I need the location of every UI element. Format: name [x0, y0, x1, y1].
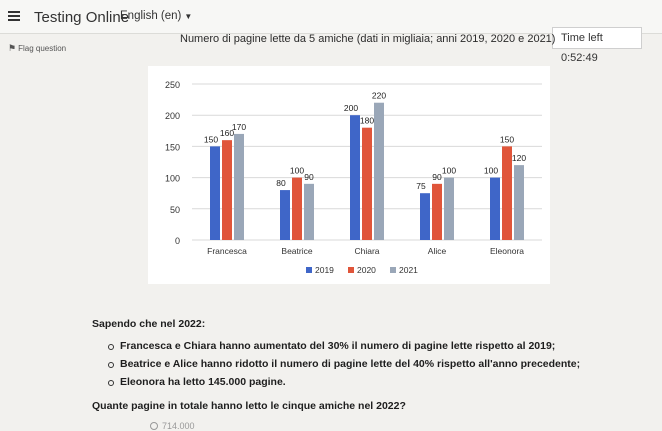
data-label: 150 — [500, 134, 514, 144]
x-tick-label: Eleonora — [490, 246, 524, 256]
x-tick-label: Francesca — [207, 246, 247, 256]
statement-list: Francesca e Chiara hanno aumentato del 3… — [102, 340, 652, 388]
legend-swatch — [348, 267, 354, 273]
data-label: 160 — [220, 128, 234, 138]
timer: Time left 0:52:49 — [552, 27, 642, 64]
legend-label: 2021 — [399, 265, 418, 275]
statement-item: Francesca e Chiara hanno aumentato del 3… — [102, 340, 652, 352]
bar — [222, 140, 232, 240]
legend-swatch — [306, 267, 312, 273]
data-label: 100 — [484, 166, 498, 176]
data-label: 150 — [204, 134, 218, 144]
flag-question-label: Flag question — [18, 44, 67, 53]
answer-option-label: 714.000 — [162, 421, 195, 431]
bar — [420, 193, 430, 240]
legend-swatch — [390, 267, 396, 273]
hamburger-menu-icon[interactable] — [8, 11, 20, 21]
legend-label: 2019 — [315, 265, 334, 275]
y-tick-label: 200 — [165, 111, 180, 121]
bar — [292, 177, 302, 240]
top-bar: Testing Online English (en) ▼ — [0, 0, 662, 34]
question-prompt: Quante pagine in totale hanno letto le c… — [92, 400, 406, 412]
flag-question-link[interactable]: ⚑ Flag question — [8, 43, 66, 54]
bar — [374, 102, 384, 240]
bar — [280, 190, 290, 240]
y-tick-label: 50 — [170, 205, 180, 215]
data-label: 80 — [276, 178, 286, 188]
x-tick-label: Beatrice — [281, 246, 312, 256]
bar — [210, 146, 220, 240]
language-label: English (en) — [120, 10, 182, 22]
y-tick-label: 250 — [165, 80, 180, 90]
data-label: 120 — [512, 153, 526, 163]
bar — [304, 183, 314, 240]
flag-icon: ⚑ — [8, 43, 17, 53]
bar-chart: 050100150200250150160170Francesca8010090… — [148, 66, 550, 284]
bar — [490, 177, 500, 240]
statement-item: Beatrice e Alice hanno ridotto il numero… — [102, 358, 652, 370]
x-tick-label: Chiara — [354, 246, 379, 256]
data-label: 90 — [432, 172, 442, 182]
bar — [234, 133, 244, 240]
bar — [362, 127, 372, 240]
legend-label: 2020 — [357, 265, 376, 275]
bar — [350, 115, 360, 240]
data-label: 170 — [232, 122, 246, 132]
data-label: 220 — [372, 91, 386, 101]
bar — [444, 177, 454, 240]
data-label: 100 — [442, 166, 456, 176]
data-label: 75 — [416, 181, 426, 191]
chart-panel: Numero di pagine lette da 5 amiche (dati… — [92, 30, 556, 300]
y-tick-label: 0 — [175, 236, 180, 246]
data-label: 90 — [304, 172, 314, 182]
y-tick-label: 150 — [165, 142, 180, 152]
bar — [432, 183, 442, 240]
language-selector[interactable]: English (en) ▼ — [120, 10, 192, 22]
bar — [502, 146, 512, 240]
caret-down-icon: ▼ — [184, 12, 193, 21]
chart-title: Numero di pagine lette da 5 amiche (dati… — [180, 33, 556, 45]
data-label: 200 — [344, 103, 358, 113]
x-tick-label: Alice — [428, 246, 447, 256]
radio-button[interactable] — [150, 422, 158, 430]
y-tick-label: 100 — [165, 174, 180, 184]
statement-intro: Sapendo che nel 2022: — [92, 318, 206, 330]
statement-item: Eleonora ha letto 145.000 pagine. — [102, 376, 652, 388]
answer-option[interactable]: 714.000 — [150, 421, 195, 431]
app-title: Testing Online — [34, 9, 130, 26]
data-label: 100 — [290, 166, 304, 176]
data-label: 180 — [360, 116, 374, 126]
question-text: Sapendo che nel 2022: Francesca e Chiara… — [92, 318, 652, 412]
bar — [514, 165, 524, 240]
